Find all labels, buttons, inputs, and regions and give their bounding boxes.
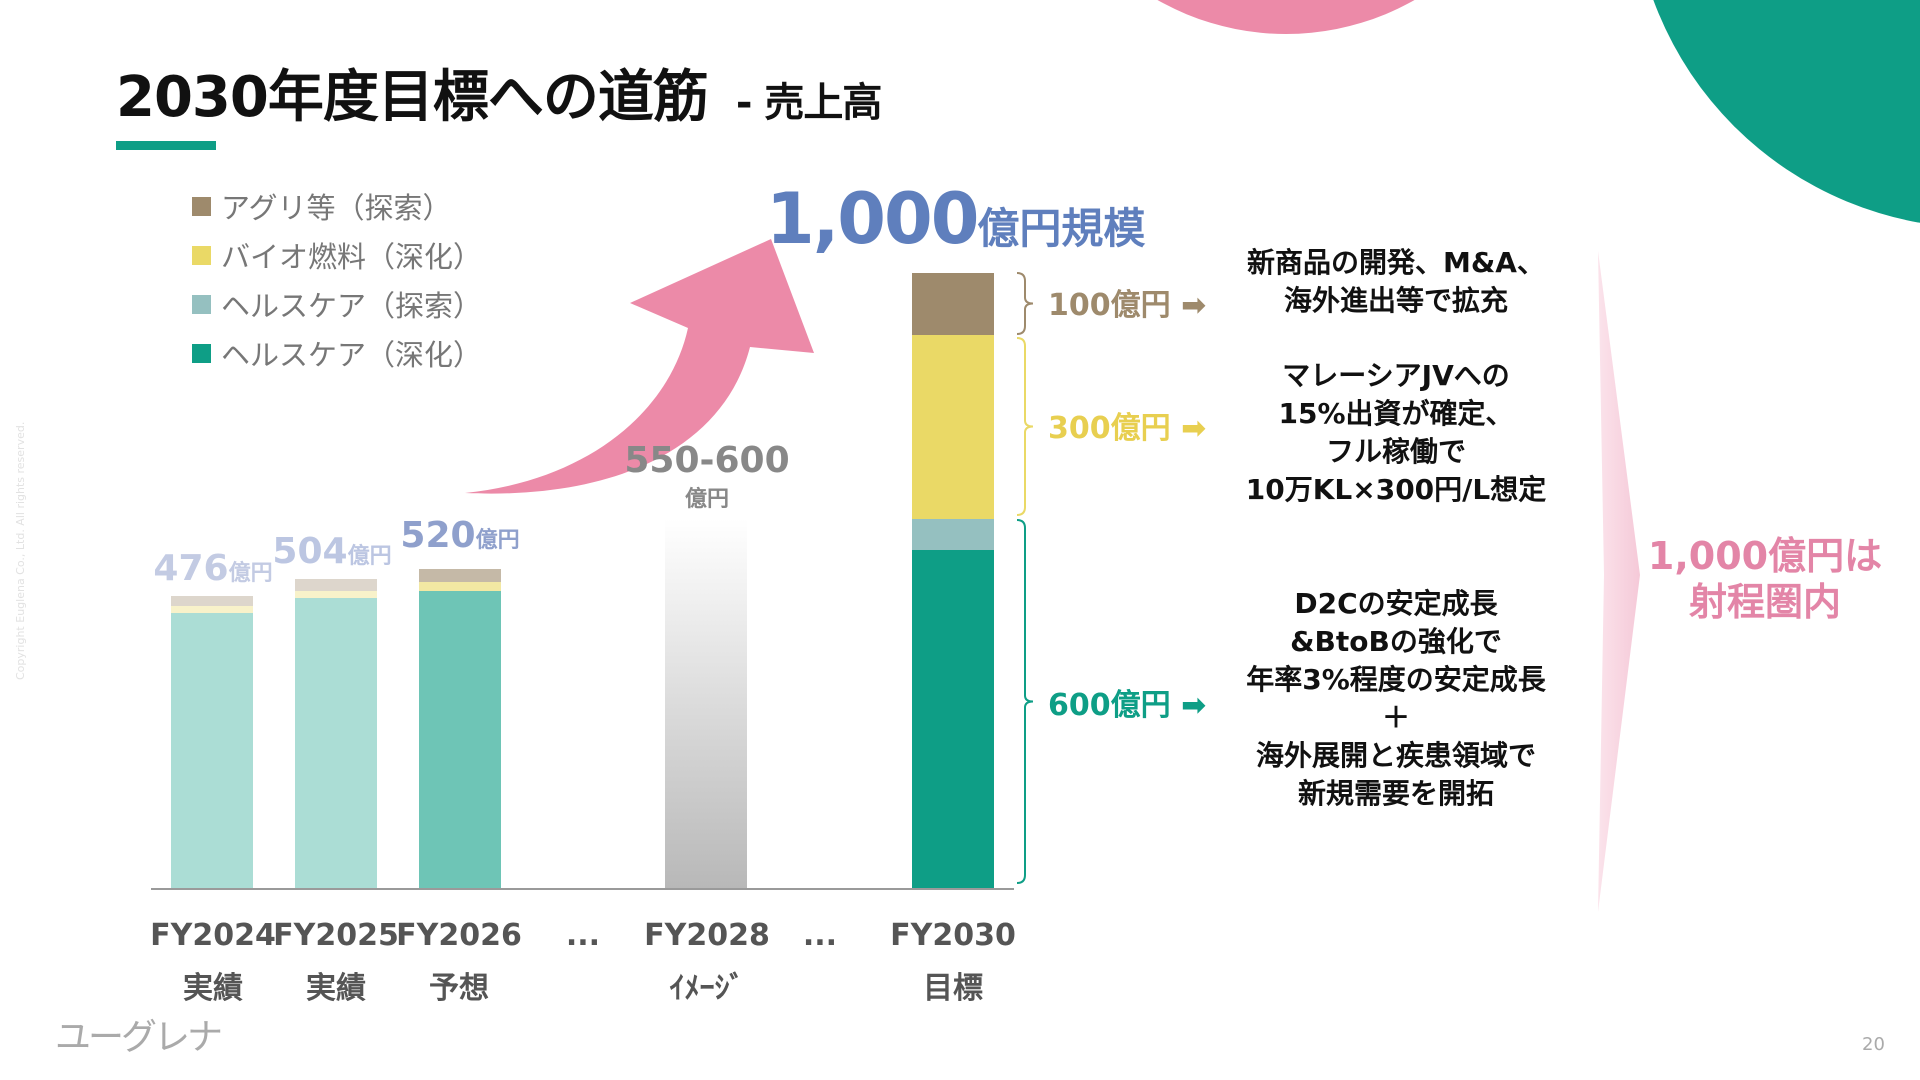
x-sublabel: 予想 <box>429 971 489 1006</box>
data-label-fy2030: 1,000億円規模 <box>766 178 1146 260</box>
copyright: Copyright Euglena Co., Ltd. All rights r… <box>14 421 27 680</box>
bar-fy2026-segment-2 <box>419 582 501 591</box>
note-agri: 新商品の開発、M&A、 海外進出等で拡充 <box>1247 246 1545 317</box>
arrow-right-icon: ➡ <box>1181 288 1207 323</box>
bar-fy2024-segment-0 <box>171 613 253 889</box>
legend-item-healthcare-deep: ヘルスケア（深化） <box>192 333 482 373</box>
legend-label: ヘルスケア（探索） <box>221 289 483 323</box>
bar-fy2030-segment-2 <box>912 334 994 520</box>
chevron-arrow-icon <box>1598 251 1640 912</box>
bar-fy2030-segment-0 <box>912 550 994 889</box>
note-biofuel: マレーシアJVへの 15%出資が確定、 フル稼働で 10万KL×300円/L想定 <box>1245 359 1547 506</box>
x-ellipsis: ... <box>565 918 601 953</box>
bar-fy2026-segment-3 <box>419 568 501 583</box>
bracket-2 <box>1016 519 1034 884</box>
x-tick-label: FY2025 <box>273 918 399 953</box>
legend-item-biofuel: バイオ燃料（深化） <box>192 235 482 275</box>
x-tick-label: FY2030 <box>890 918 1016 953</box>
legend-item-agri: アグリ等（探索） <box>192 186 452 226</box>
legend-swatch <box>192 294 211 314</box>
breakdown-label-agri: 100億円 ➡ <box>1048 288 1207 323</box>
title-underline <box>116 141 216 150</box>
bracket-0 <box>1016 272 1034 335</box>
data-label-fy2026: 520億円 <box>400 515 520 556</box>
legend-label: ヘルスケア（深化） <box>221 338 483 372</box>
company-logo: ユーグレナ <box>55 1017 223 1058</box>
legend-item-healthcare-explore: ヘルスケア（探索） <box>192 284 482 324</box>
x-sublabel: 実績 <box>183 971 243 1006</box>
goal-text: 1,000億円は 射程圏内 <box>1647 534 1883 624</box>
breakdown-label-healthcare: 600億円 ➡ <box>1048 688 1207 723</box>
bar-fy2028-range <box>665 519 747 889</box>
bar-fy2025-segment-2 <box>295 590 377 599</box>
bar-fy2030-segment-1 <box>912 519 994 551</box>
decorative-pink-circle <box>1157 0 1415 34</box>
bar-fy2024-segment-3 <box>171 595 253 606</box>
x-axis-line <box>151 888 1014 890</box>
legend-label: アグリ等（探索） <box>221 191 452 225</box>
note-healthcare: D2Cの安定成長 &BtoBの強化で 年率3%程度の安定成長＋海外展開と疾患領域で新… <box>1246 587 1546 810</box>
breakdown-label-biofuel: 300億円 ➡ <box>1048 411 1207 446</box>
arrow-right-icon: ➡ <box>1181 688 1207 723</box>
brackets <box>1016 272 1034 884</box>
bar-fy2030-segment-3 <box>912 273 994 335</box>
growth-arrow-icon <box>465 239 814 494</box>
bar-fy2024-segment-2 <box>171 605 253 614</box>
bar-fy2025-segment-0 <box>295 598 377 889</box>
decorative-teal-circle <box>1653 0 1920 223</box>
x-sublabel: ｲﾒｰｼﾞ <box>669 971 745 1006</box>
bar-fy2025-segment-3 <box>295 578 377 591</box>
legend-swatch <box>192 196 211 216</box>
title-text: 2030年度目標への道筋 <box>116 65 709 130</box>
legend-label: バイオ燃料（深化） <box>221 240 483 274</box>
x-tick-label: FY2024 <box>150 918 276 953</box>
page-title: 2030年度目標への道筋 - 売上高 <box>116 52 883 133</box>
data-label-fy2025: 504億円 <box>272 531 392 572</box>
arrow-right-icon: ➡ <box>1181 411 1207 446</box>
page-subtitle: - 売上高 <box>735 80 883 126</box>
x-sublabel: 実績 <box>306 971 366 1006</box>
x-tick-label: FY2028 <box>644 918 770 953</box>
x-sublabel: 目標 <box>923 971 983 1006</box>
x-ellipsis: ... <box>802 918 838 953</box>
data-label-fy2024: 476億円 <box>153 548 273 589</box>
data-label-fy2028: 550-600 億円 <box>624 440 790 512</box>
bracket-1 <box>1016 337 1034 516</box>
legend-swatch <box>192 245 211 265</box>
legend-swatch <box>192 343 211 363</box>
bar-fy2026-segment-0 <box>419 590 501 889</box>
x-tick-label: FY2026 <box>396 918 522 953</box>
page-number: 20 <box>1862 1034 1885 1055</box>
